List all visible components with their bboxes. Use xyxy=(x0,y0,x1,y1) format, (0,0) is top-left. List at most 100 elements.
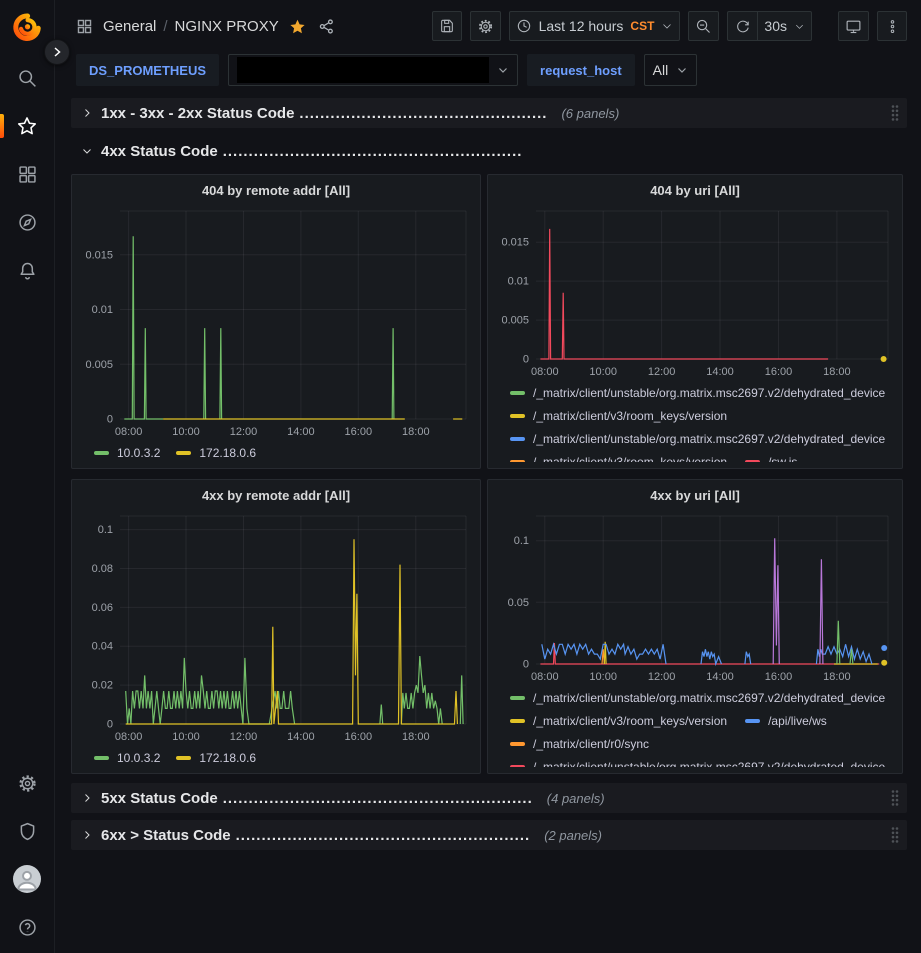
svg-text:10:00: 10:00 xyxy=(172,426,200,438)
svg-text:18:00: 18:00 xyxy=(823,366,851,378)
row-title: 5xx Status Code xyxy=(101,789,218,807)
dashboard-toolbar: General / NGINX PROXY xyxy=(55,0,921,52)
row-6xx[interactable]: 6xx > Status Code ......................… xyxy=(71,820,907,850)
timeseries-chart[interactable]: 0 0.005 0.01 0.015 08:00 10:00 12:00 14:00 16:00… xyxy=(80,203,472,441)
svg-text:08:00: 08:00 xyxy=(531,671,559,683)
legend-item[interactable]: /api/live/ws xyxy=(745,713,827,729)
dashboard-settings-button[interactable] xyxy=(469,11,501,41)
breadcrumb-section[interactable]: General xyxy=(103,17,157,35)
panel-title[interactable]: 4xx by remote addr [All] xyxy=(201,488,351,503)
share-button[interactable] xyxy=(318,18,335,35)
svg-text:16:00: 16:00 xyxy=(345,426,373,438)
save-dashboard-button[interactable] xyxy=(431,11,462,41)
legend-item[interactable]: /_matrix/client/v3/room_keys/version xyxy=(510,454,727,462)
row-title-leader: ........................................… xyxy=(222,789,533,807)
row-title: 6xx > Status Code xyxy=(101,826,231,844)
refresh-button[interactable] xyxy=(727,11,758,41)
timeseries-chart[interactable]: 0 0.02 0.04 0.06 0.08 0.1 08:00 10:00 12:00 14:00… xyxy=(80,508,472,746)
series-label: 172.18.0.6 xyxy=(199,751,257,765)
request-host-value: All xyxy=(652,62,669,78)
refresh-interval-select[interactable]: 30s xyxy=(757,11,812,41)
question-circle-icon xyxy=(18,918,36,936)
timeseries-chart[interactable]: 0 0.005 0.01 0.015 08:00 10:00 12:00 14:00 16:00… xyxy=(496,203,894,381)
svg-text:10:00: 10:00 xyxy=(172,731,200,743)
svg-text:12:00: 12:00 xyxy=(230,426,258,438)
sidebar-item-dashboards[interactable] xyxy=(0,150,54,198)
sidebar-item-starred[interactable] xyxy=(0,102,54,150)
svg-text:08:00: 08:00 xyxy=(115,731,143,743)
monitor-icon xyxy=(846,20,861,33)
svg-text:0.015: 0.015 xyxy=(85,249,113,261)
sidebar xyxy=(0,0,55,953)
svg-text:0.02: 0.02 xyxy=(92,680,113,692)
series-color-swatch xyxy=(745,460,761,462)
row-4xx[interactable]: 4xx Status Code ........................… xyxy=(71,136,907,166)
more-options-button[interactable] xyxy=(877,11,907,41)
zoom-out-button[interactable] xyxy=(688,11,720,41)
sidebar-item-search[interactable] xyxy=(0,54,54,102)
star-filled-icon xyxy=(290,19,305,33)
favorite-star-button[interactable] xyxy=(289,18,306,35)
svg-text:14:00: 14:00 xyxy=(287,426,315,438)
redacted-datasource-value xyxy=(237,57,490,83)
series-color-swatch xyxy=(94,451,109,455)
legend-item[interactable]: /_matrix/client/unstable/org.matrix.msc2… xyxy=(510,385,885,401)
chevron-right-icon xyxy=(81,792,93,804)
svg-text:18:00: 18:00 xyxy=(402,731,430,743)
star-icon xyxy=(17,117,37,135)
row-drag-handle[interactable] xyxy=(890,104,900,122)
grafana-logo[interactable] xyxy=(8,8,46,46)
dashboard-canvas: 1xx - 3xx - 2xx Status Code ............… xyxy=(55,92,921,953)
sidebar-item-explore[interactable] xyxy=(0,198,54,246)
tv-mode-button[interactable] xyxy=(838,11,869,41)
svg-text:18:00: 18:00 xyxy=(823,671,851,683)
save-icon xyxy=(440,19,453,33)
row-title-leader: ........................................… xyxy=(235,826,531,844)
legend-item[interactable]: /_matrix/client/v3/room_keys/version xyxy=(510,408,727,424)
row-5xx[interactable]: 5xx Status Code ........................… xyxy=(71,783,907,813)
legend-item[interactable]: /_matrix/client/unstable/org.matrix.msc2… xyxy=(510,759,885,767)
magnifier-minus-icon xyxy=(697,19,711,33)
panel-title[interactable]: 404 by remote addr [All] xyxy=(201,183,351,198)
series-color-swatch xyxy=(510,742,525,746)
series-label: 10.0.3.2 xyxy=(117,446,161,460)
svg-text:16:00: 16:00 xyxy=(765,366,793,378)
toolbar-actions: Last 12 hours CST xyxy=(431,11,907,41)
panel-title[interactable]: 4xx by uri [All] xyxy=(650,488,740,503)
legend-item[interactable]: 172.18.0.6 xyxy=(176,750,256,766)
legend-item[interactable]: 10.0.3.2 xyxy=(94,445,160,461)
series-color-swatch xyxy=(510,414,525,418)
user-silhouette-icon xyxy=(17,870,37,891)
sidebar-expand-button[interactable] xyxy=(44,39,70,65)
sidebar-item-help[interactable] xyxy=(0,903,54,951)
legend-item[interactable]: /_matrix/client/r0/sync xyxy=(510,736,649,752)
timeseries-chart[interactable]: 0 0.05 0.1 08:00 10:00 12:00 14:00 16:00 18:00 xyxy=(496,508,894,686)
panel-404-by-remote-addr: 404 by remote addr [All] 0 0.005 0.01 0.015… xyxy=(71,174,481,469)
legend-item[interactable]: /_matrix/client/v3/room_keys/version xyxy=(510,713,727,729)
dashboard-title[interactable]: NGINX PROXY xyxy=(174,17,279,35)
row-1xx-3xx-2xx[interactable]: 1xx - 3xx - 2xx Status Code ............… xyxy=(71,98,907,128)
legend-item[interactable]: /sw.js xyxy=(745,454,797,462)
series-color-swatch xyxy=(510,719,525,723)
legend-item[interactable]: 172.18.0.6 xyxy=(176,445,256,461)
share-icon xyxy=(319,18,333,34)
row-drag-handle[interactable] xyxy=(890,789,900,807)
avatar xyxy=(13,865,41,893)
datasource-variable-select[interactable] xyxy=(228,54,519,86)
sidebar-item-profile[interactable] xyxy=(0,855,54,903)
sidebar-item-alerting[interactable] xyxy=(0,246,54,294)
search-icon xyxy=(18,69,36,87)
refresh-icon xyxy=(737,20,749,33)
panel-legend: /_matrix/client/unstable/org.matrix.msc2… xyxy=(510,690,894,767)
series-color-swatch xyxy=(510,391,525,395)
legend-item[interactable]: /_matrix/client/unstable/org.matrix.msc2… xyxy=(510,690,885,706)
row-drag-handle[interactable] xyxy=(890,826,900,844)
legend-item[interactable]: /_matrix/client/unstable/org.matrix.msc2… xyxy=(510,431,885,447)
request-host-variable-select[interactable]: All xyxy=(643,54,698,86)
sidebar-item-server-admin[interactable] xyxy=(0,807,54,855)
panel-title[interactable]: 404 by uri [All] xyxy=(650,183,740,198)
panel-legend: 10.0.3.2 172.18.0.6 xyxy=(94,750,472,767)
sidebar-item-configuration[interactable] xyxy=(0,759,54,807)
time-range-picker[interactable]: Last 12 hours CST xyxy=(508,11,681,41)
legend-item[interactable]: 10.0.3.2 xyxy=(94,750,160,766)
